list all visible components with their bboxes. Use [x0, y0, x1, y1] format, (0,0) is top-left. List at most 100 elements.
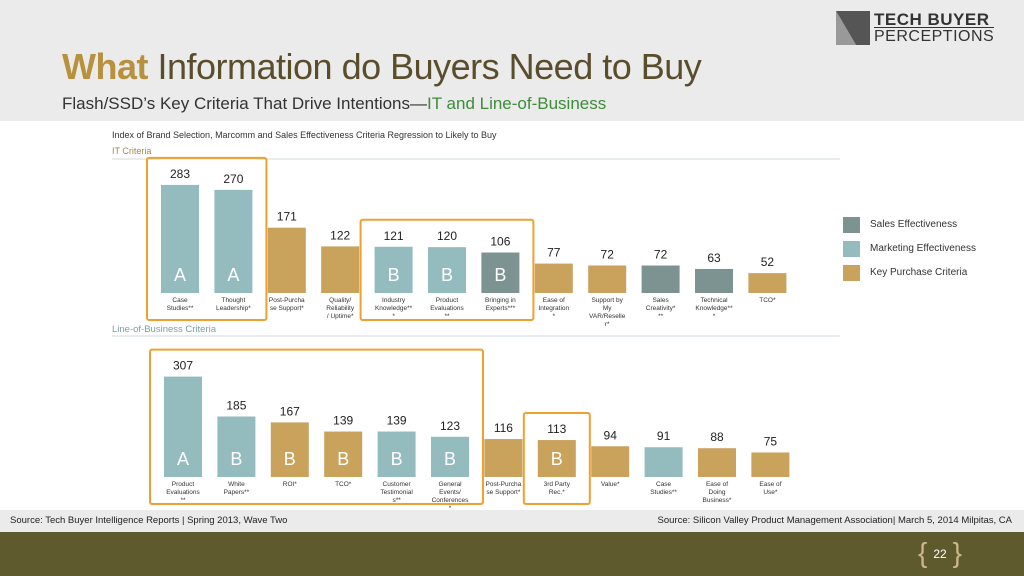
lob-value-label: 91: [657, 429, 671, 443]
legend-label: Sales Effectiveness: [870, 219, 958, 230]
lob-category-label: 3rd Party Rec.*: [544, 481, 571, 496]
it-category-label: Post-Purcha se Support*: [269, 297, 305, 312]
it-value-label: 121: [384, 229, 404, 243]
lob-category-label: Value*: [601, 481, 620, 488]
footer-bar: [0, 532, 1024, 576]
lob-grade-label: B: [284, 449, 296, 469]
lob-bar: [270, 422, 309, 477]
it-value-label: 77: [547, 246, 561, 260]
it-bar: [481, 252, 520, 293]
it-value-label: 52: [761, 255, 775, 269]
logo-line2: PERCEPTIONS: [874, 27, 995, 45]
lob-category-label: ROI*: [283, 481, 298, 488]
lob-bar: [377, 431, 416, 477]
right-brace-icon: }: [952, 537, 962, 568]
it-bar: [534, 263, 573, 293]
legend-item: Sales Effectiveness: [843, 217, 1013, 233]
legend-label: Key Purchase Criteria: [870, 267, 968, 278]
it-bar: [641, 265, 680, 293]
it-value-label: 171: [277, 210, 297, 224]
it-bar: [695, 268, 733, 293]
lob-category-label: White Papers**: [224, 481, 250, 496]
lob-value-label: 123: [440, 419, 460, 433]
it-value-label: 120: [437, 229, 457, 243]
it-bar: [588, 265, 627, 293]
it-grade-label: B: [388, 265, 400, 285]
it-category-label: Industry Knowledge** *: [375, 297, 413, 320]
it-highlight-box-0: [146, 156, 268, 321]
lob-grade-label: A: [177, 449, 189, 469]
lob-bar: [484, 439, 523, 477]
legend-swatch: [843, 241, 860, 257]
legend-item: Key Purchase Criteria: [843, 265, 1013, 281]
lob-bar: [431, 436, 469, 477]
lob-highlight-box-0: [149, 348, 484, 505]
it-grade-label: B: [441, 265, 453, 285]
lob-category-label: Case Studies**: [650, 481, 677, 496]
lob-category-label: Customer Testimonial s**: [380, 481, 413, 504]
it-value-label: 63: [707, 251, 721, 265]
page-number-text: 22: [933, 547, 947, 561]
lob-highlight-box-1: [522, 412, 591, 506]
it-category-label: Technical Knowledge** *: [695, 297, 733, 320]
lob-grade-label: B: [391, 449, 403, 469]
it-bar: [748, 273, 787, 293]
it-bar: [214, 189, 253, 293]
it-category-label: Bringing in Experts***: [485, 297, 516, 312]
it-category-label: TCO*: [759, 297, 776, 304]
it-bar: [161, 184, 199, 293]
it-category-label: Ease of Integration *: [538, 297, 569, 320]
lob-bar: [217, 416, 256, 477]
lob-bar: [537, 440, 576, 477]
lob-value-label: 113: [547, 422, 566, 436]
lob-value-label: 116: [494, 421, 513, 435]
logo-mark-icon: [836, 11, 870, 45]
lob-value-label: 94: [604, 428, 618, 442]
legend-swatch: [843, 217, 860, 233]
lob-bar: [324, 431, 363, 477]
it-grade-label: A: [174, 265, 186, 285]
lob-value-label: 139: [387, 414, 407, 428]
left-brace-icon: {: [918, 537, 928, 568]
lob-category-label: Ease of Doing Business*: [703, 481, 732, 504]
it-highlight-box-1: [359, 218, 535, 321]
lob-grade-label: B: [337, 449, 349, 469]
page-number: { 22 }: [918, 537, 962, 568]
lob-bar: [591, 446, 630, 477]
lob-category-label: Ease of Use*: [759, 481, 781, 496]
lob-value-label: 88: [710, 430, 724, 444]
it-grade-label: A: [227, 265, 239, 285]
it-category-label: Case Studies**: [167, 297, 194, 312]
lob-bar: [644, 447, 683, 477]
bar-charts: 283 A Case Studies** 270 A Thought Leadership* 1…: [112, 156, 840, 512]
lob-value-label: 185: [226, 399, 246, 413]
lob-category-label: Post-Purcha se Support*: [486, 481, 522, 496]
it-grade-label: B: [494, 265, 506, 285]
footer-source-left: Source: Tech Buyer Intelligence Reports …: [10, 515, 288, 526]
chart-heading: Index of Brand Selection, Marcomm and Sa…: [112, 130, 497, 140]
it-bar: [374, 246, 413, 293]
it-criteria-label: IT Criteria: [112, 146, 152, 156]
lob-bar: [164, 376, 202, 477]
lob-value-label: 307: [173, 359, 193, 373]
logo-line1: TECH BUYER: [874, 10, 990, 29]
lob-category-label: General Events/Conferences *: [432, 481, 470, 512]
lob-bar: [698, 448, 736, 477]
lob-criteria-label: Line-of-Business Criteria: [112, 324, 217, 335]
it-value-label: 270: [223, 172, 243, 186]
page-title-text: Information do Buyers Need to Buy: [147, 46, 702, 87]
subtitle-accent: IT and Line-of-Business: [427, 94, 607, 113]
lob-category-label: Product Evaluations **: [166, 481, 200, 504]
it-value-label: 122: [330, 228, 350, 242]
it-bar: [321, 246, 360, 293]
it-value-label: 72: [601, 247, 615, 261]
legend-item: Marketing Effectiveness: [843, 241, 1013, 257]
it-bar: [428, 247, 466, 293]
lob-category-label: TCO*: [335, 481, 352, 488]
subtitle-main: Flash/SSD’s Key Criteria That Drive Inte…: [62, 94, 428, 113]
it-category-label: Product Evaluations **: [430, 297, 464, 320]
legend-swatch: [843, 265, 860, 281]
it-category-label: Thought Leadership*: [216, 297, 251, 312]
lob-value-label: 167: [280, 404, 300, 418]
page-subtitle: Flash/SSD’s Key Criteria That Drive Inte…: [62, 94, 606, 114]
